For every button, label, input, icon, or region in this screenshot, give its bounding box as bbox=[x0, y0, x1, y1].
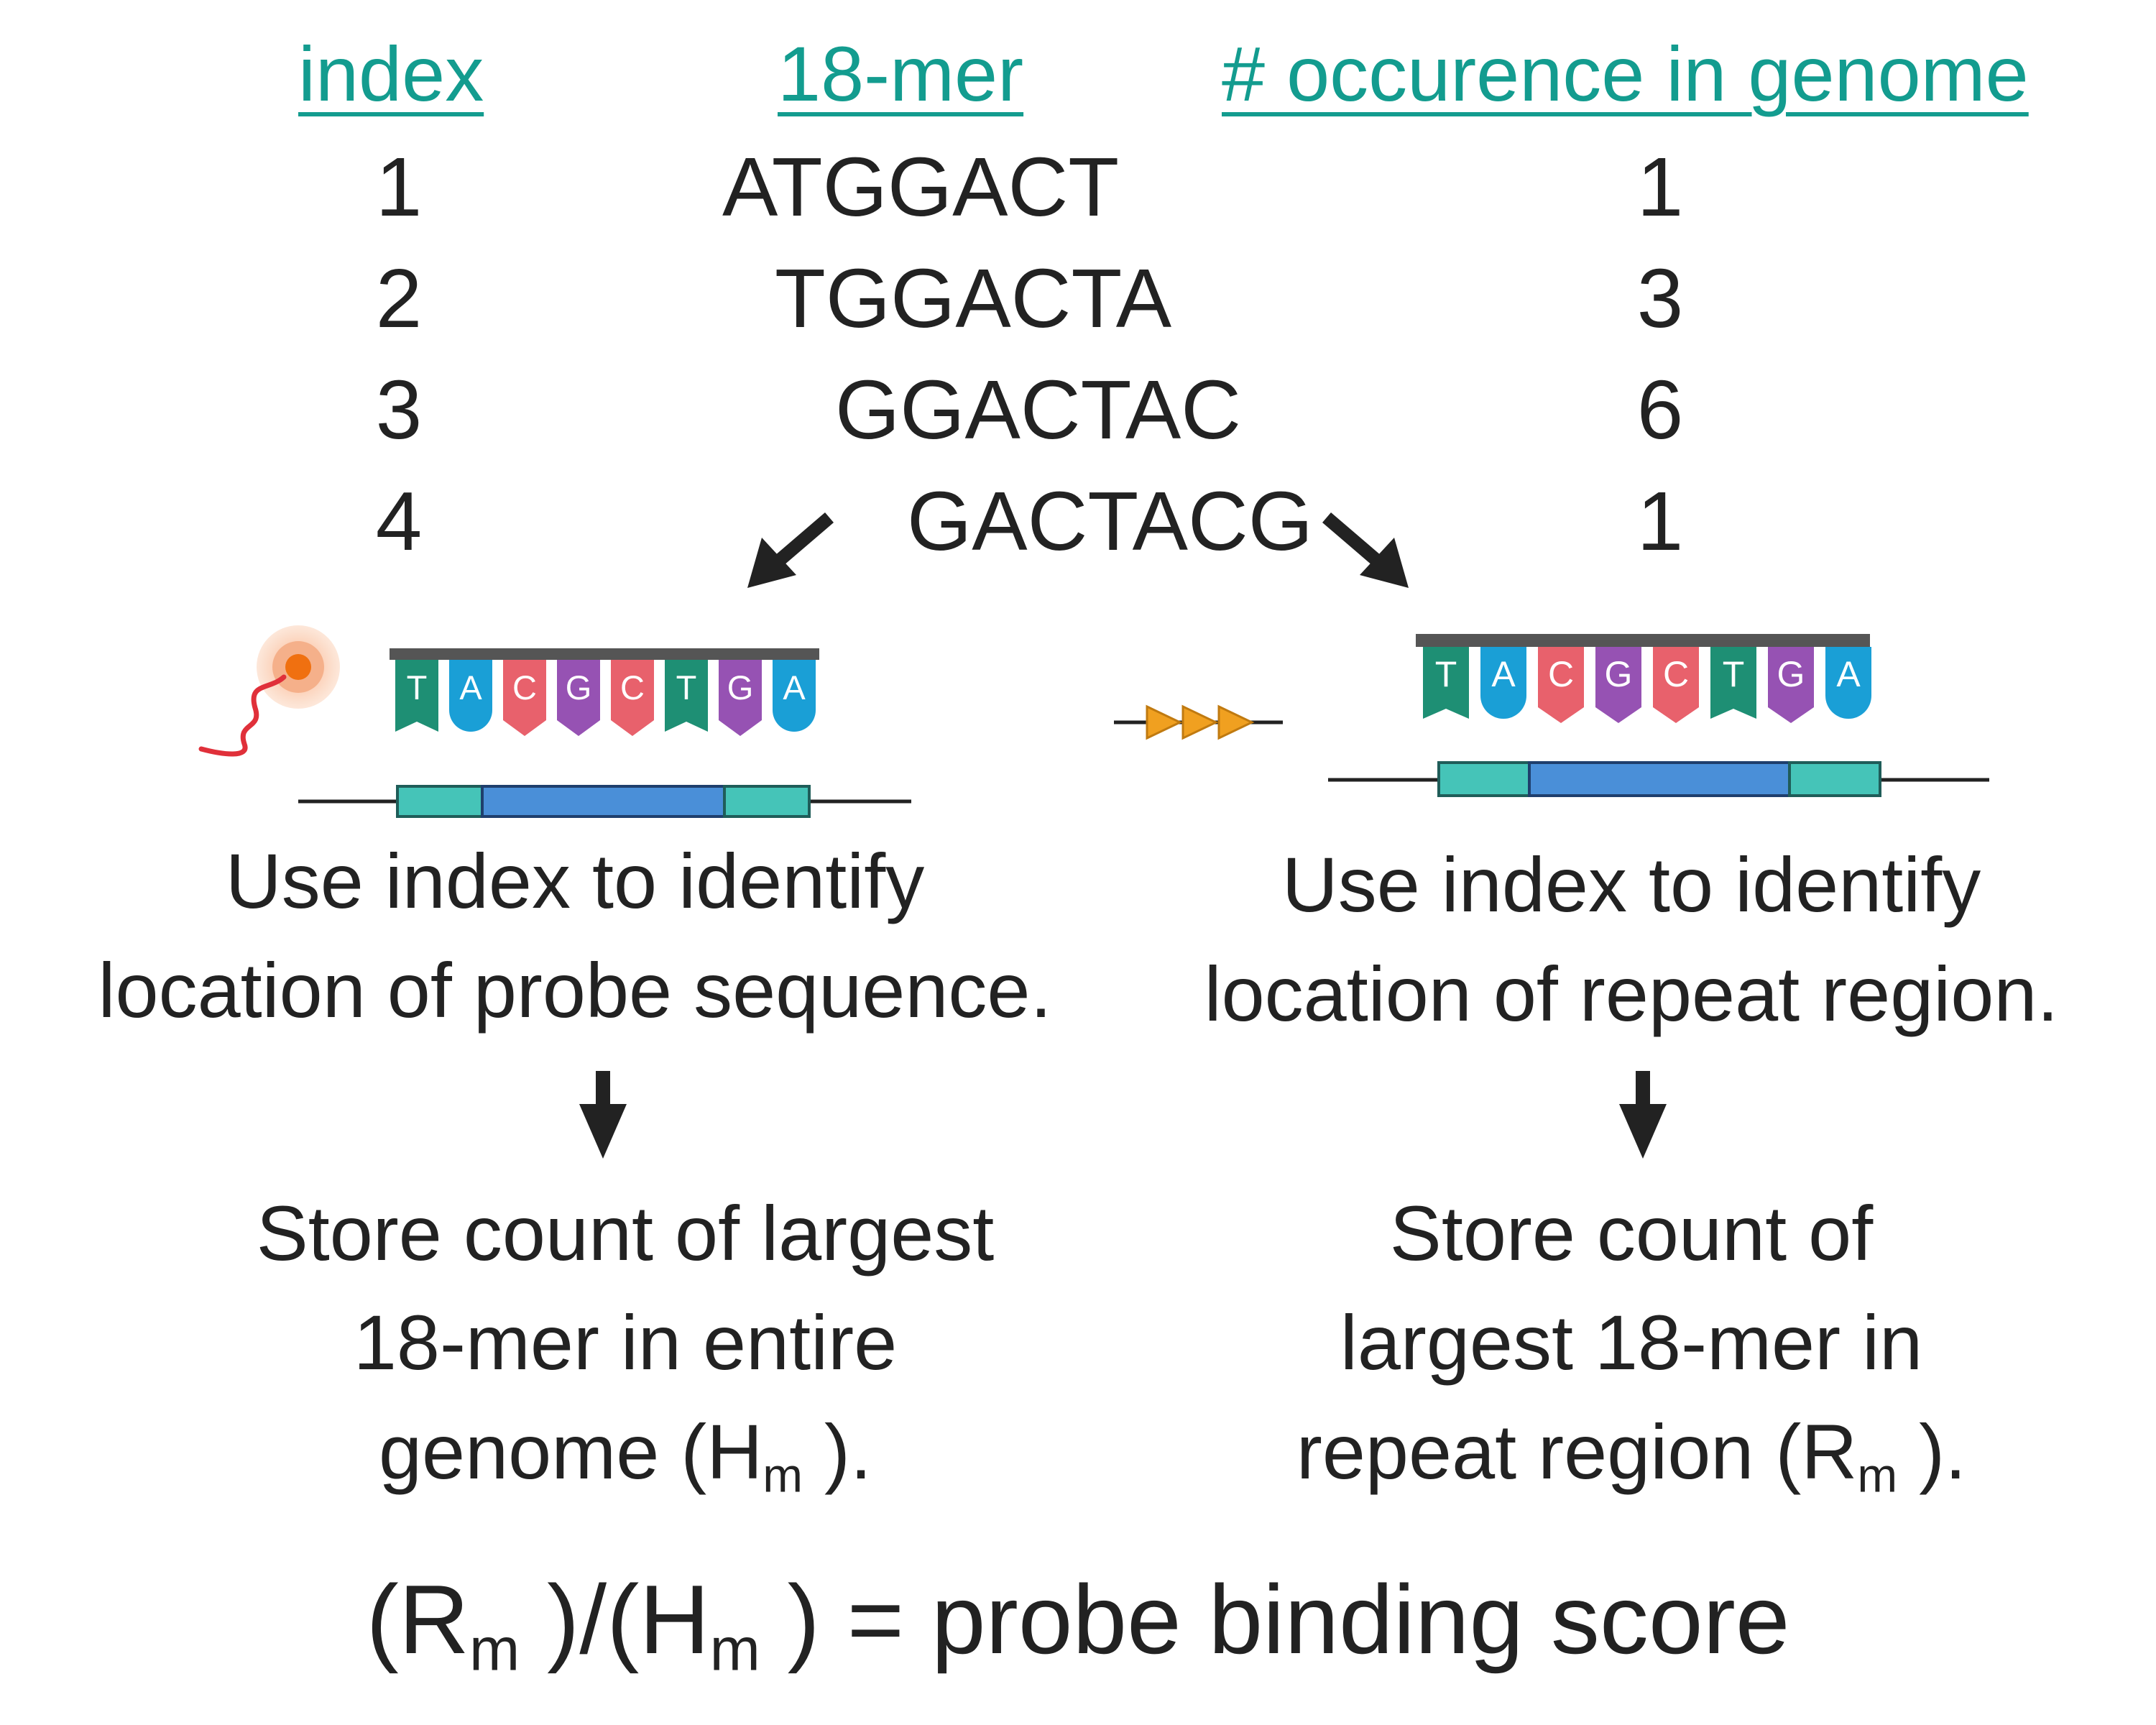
nucleotide-label: T bbox=[1723, 654, 1745, 694]
kmer-sequence: TGGACTA bbox=[775, 252, 1172, 345]
repeat-arrows-icon bbox=[1114, 704, 1283, 740]
nucleotide-label: C bbox=[1548, 654, 1574, 694]
arrow-down-icon bbox=[1619, 1071, 1667, 1159]
nucleotide-label: A bbox=[1836, 654, 1861, 694]
nucleotide-G bbox=[1595, 647, 1641, 723]
nucleotide-T bbox=[665, 660, 708, 732]
nucleotide-label: C bbox=[512, 668, 537, 707]
arrow-down-left-icon bbox=[747, 512, 834, 588]
nucleotide-label: A bbox=[1491, 654, 1516, 694]
occurrence-cell: 1 bbox=[1636, 140, 1684, 234]
right-step-caption: Use index to identify location of repeat… bbox=[1204, 841, 2059, 1037]
kmer-sequence: GACTACG bbox=[907, 474, 1313, 568]
header-index: index bbox=[298, 30, 484, 117]
left-step-caption: Use index to identify location of probe … bbox=[98, 837, 1052, 1034]
header-occurrence: # occurence in genome bbox=[1222, 30, 2029, 117]
arrow-down-right-icon bbox=[1322, 512, 1409, 588]
nucleotide-label: T bbox=[1435, 654, 1457, 694]
occurrence-cell: 1 bbox=[1636, 474, 1684, 568]
occurrence-cell: 3 bbox=[1636, 252, 1684, 345]
nucleotide-G bbox=[1768, 647, 1814, 723]
nucleotide-A bbox=[1480, 647, 1526, 719]
left-result-text: Store count of largest 18-mer in entire … bbox=[256, 1190, 995, 1503]
nucleotide-label: G bbox=[1605, 654, 1633, 694]
arrow-down-icon bbox=[579, 1071, 627, 1159]
genome-region-left bbox=[298, 785, 911, 818]
kmer-sequence: ATGGACT bbox=[722, 140, 1120, 234]
nucleotide-label: G bbox=[566, 668, 592, 707]
header-18-mer: 18-mer bbox=[778, 30, 1024, 117]
nucleotide-A bbox=[1825, 647, 1871, 719]
index-cell: 3 bbox=[375, 363, 423, 456]
nucleotide-label: G bbox=[1777, 654, 1805, 694]
nucleotide-T bbox=[1710, 647, 1756, 719]
nucleotide-C bbox=[611, 660, 654, 736]
nucleotide-label: C bbox=[1663, 654, 1689, 694]
probe-backbone-bar bbox=[1416, 634, 1870, 647]
nucleotide-C bbox=[503, 660, 546, 736]
nucleotide-label: A bbox=[459, 668, 482, 707]
nucleotide-label: T bbox=[407, 668, 428, 707]
occurrence-cell: 6 bbox=[1636, 363, 1684, 456]
fluorophore-icon bbox=[198, 625, 340, 757]
right-result-text: Store count of largest 18-mer in repeat … bbox=[1296, 1190, 1967, 1503]
nucleotide-G bbox=[557, 660, 600, 736]
genome-region-right bbox=[1328, 761, 1989, 797]
index-cell: 2 bbox=[375, 252, 423, 345]
probe-backbone-bar bbox=[390, 648, 819, 660]
kmer-sequence: GGACTAC bbox=[835, 363, 1241, 456]
nucleotide-C bbox=[1538, 647, 1584, 723]
index-cell: 1 bbox=[375, 140, 423, 234]
nucleotide-T bbox=[1423, 647, 1469, 719]
nucleotide-C bbox=[1653, 647, 1699, 723]
nucleotide-A bbox=[449, 660, 492, 732]
nucleotide-label: C bbox=[620, 668, 645, 707]
index-cell: 4 bbox=[375, 474, 423, 568]
nucleotide-label: T bbox=[676, 668, 697, 707]
probe-binding-score-formula: (Rm )/(Hm ) = probe binding score bbox=[366, 1565, 1790, 1683]
nucleotide-label: G bbox=[727, 668, 754, 707]
nucleotide-T bbox=[395, 660, 438, 732]
nucleotide-A bbox=[773, 660, 816, 732]
nucleotide-label: A bbox=[783, 668, 806, 707]
nucleotide-G bbox=[719, 660, 762, 736]
